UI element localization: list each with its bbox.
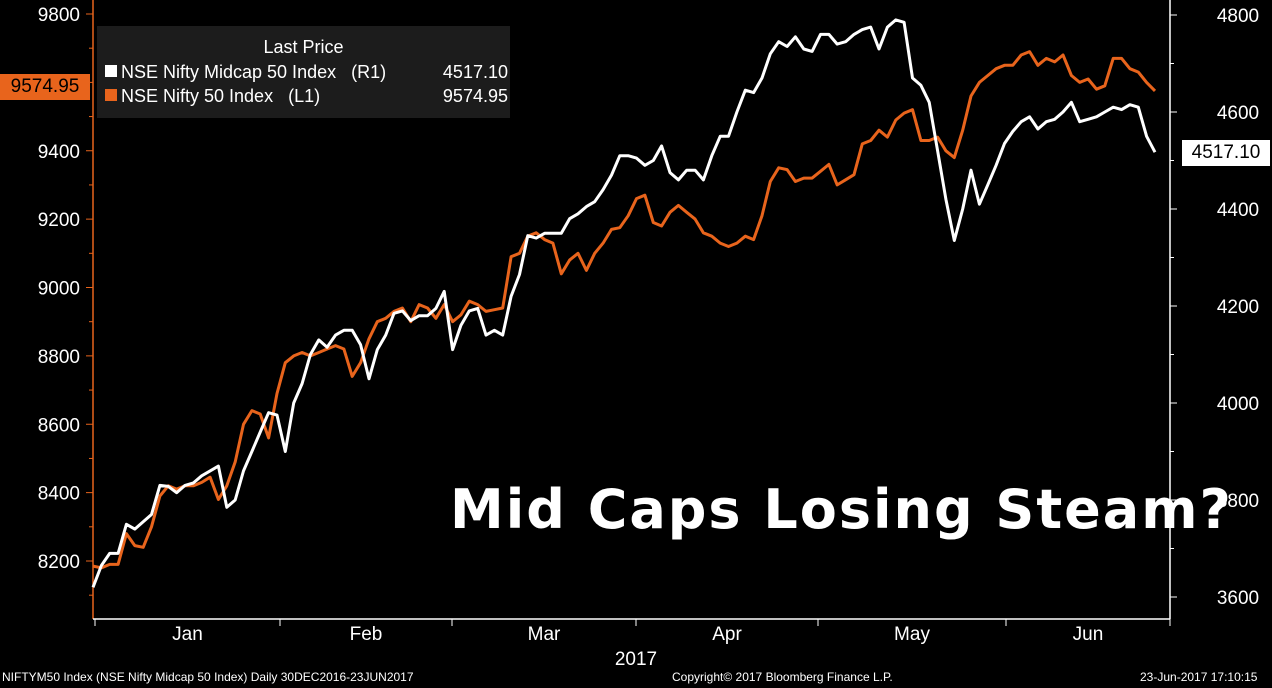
- legend-label-nifty50: NSE Nifty 50 Index: [121, 86, 274, 106]
- left-tick-label: 8800: [38, 347, 80, 368]
- series-line-nifty50: [92, 50, 1157, 570]
- x-axis-ticks: Jan Feb Mar Apr May Jun 2017: [94, 619, 1171, 670]
- legend-axis-nifty50: (L1): [288, 86, 321, 106]
- left-tick-label: 9400: [38, 142, 80, 163]
- axes: [92, 0, 1171, 620]
- legend-label-midcap: NSE Nifty Midcap 50 Index: [121, 62, 337, 82]
- right-tick-label: 4200: [1217, 297, 1259, 318]
- left-tick-label: 8600: [38, 415, 80, 436]
- x-year-label: 2017: [615, 649, 657, 670]
- legend-swatch-orange: [105, 89, 117, 102]
- right-tick-label: 4000: [1217, 394, 1259, 415]
- series-lines: [91, 18, 1157, 588]
- left-axis-ticks: 820084008600880090009200940096009800: [38, 5, 93, 596]
- last-value-tag-midcap: 4517.10: [1182, 140, 1270, 166]
- legend-axis-midcap: (R1): [351, 62, 387, 82]
- x-month-label: May: [894, 624, 930, 645]
- footer-left: NIFTYM50 Index (NSE Nifty Midcap 50 Inde…: [2, 670, 414, 684]
- legend-swatch-white: [105, 65, 117, 78]
- legend-item-nifty50: NSE Nifty 50 Index (L1) 9574.95: [105, 86, 508, 107]
- right-tick-label: 4600: [1217, 103, 1259, 124]
- legend-item-midcap: NSE Nifty Midcap 50 Index (R1) 4517.10: [105, 62, 508, 83]
- legend-value-midcap: 4517.10: [442, 62, 508, 82]
- legend-title: Last Price: [263, 37, 344, 57]
- footer-copyright: Copyright© 2017 Bloomberg Finance L.P.: [672, 670, 893, 684]
- left-tick-label: 9000: [38, 279, 80, 300]
- x-month-label: Feb: [350, 624, 383, 645]
- x-month-label: Apr: [712, 624, 742, 645]
- chart-annotation: Mid Caps Losing Steam?: [450, 478, 1233, 541]
- right-axis-ticks: 3600 3800 4000 4200 4400 4600 4800: [1170, 6, 1259, 609]
- left-tick-label: 9200: [38, 210, 80, 231]
- right-tick-label: 3800: [1217, 491, 1259, 512]
- legend: Last Price NSE Nifty Midcap 50 Index (R1…: [97, 26, 510, 118]
- right-tick-label: 3600: [1217, 588, 1259, 609]
- series-line-midcap: [91, 18, 1157, 588]
- x-month-label: Jun: [1073, 624, 1104, 645]
- left-tick-label: 8400: [38, 484, 80, 505]
- footer-timestamp: 23-Jun-2017 17:10:15: [1140, 670, 1258, 684]
- legend-value-nifty50: 9574.95: [442, 86, 508, 106]
- left-tick-label: 8200: [38, 552, 80, 573]
- right-tick-label: 4400: [1217, 200, 1259, 221]
- last-value-tag-nifty50: 9574.95: [0, 74, 90, 100]
- x-month-label: Mar: [528, 624, 561, 645]
- left-tick-label: 9800: [38, 5, 80, 26]
- x-month-label: Jan: [172, 624, 203, 645]
- right-tick-label: 4800: [1217, 6, 1259, 27]
